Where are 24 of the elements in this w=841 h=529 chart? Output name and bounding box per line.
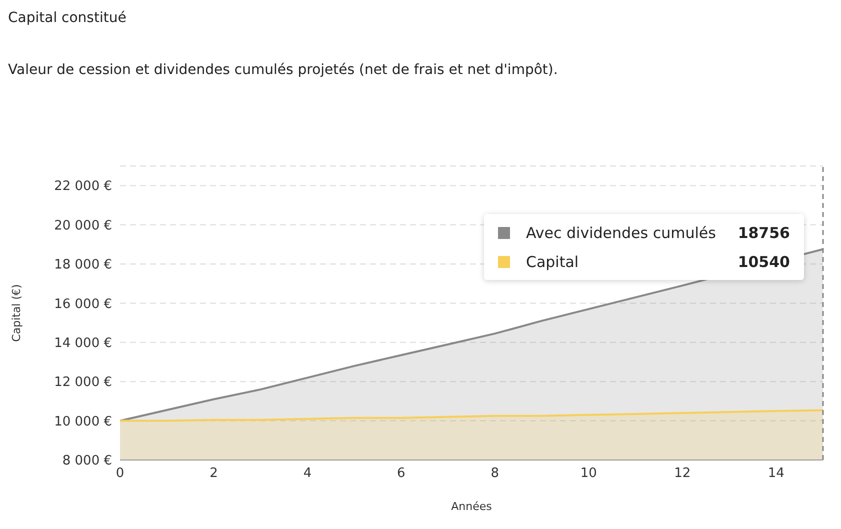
legend-label: Capital: [526, 252, 580, 270]
x-tick-label: 8: [490, 466, 500, 482]
x-tick-label: 12: [674, 466, 691, 482]
y-tick-label: 18 000 €: [54, 258, 112, 273]
x-tick-label: 0: [116, 466, 124, 482]
x-tick-label: 10: [580, 466, 597, 482]
y-tick-label: 16 000 €: [54, 296, 112, 312]
y-tick-label: 12 000 €: [54, 375, 112, 390]
annotation: 10540: [738, 252, 790, 270]
y-axis-title: Capital (€): [10, 284, 23, 342]
y-tick-label: 22 000 €: [54, 179, 112, 194]
y-tick-label: 10 000 €: [54, 414, 112, 430]
x-axis-title: Années: [451, 500, 492, 513]
y-tick-label: 20 000 €: [54, 218, 112, 234]
x-tick-label: 6: [397, 466, 406, 482]
x-tick-label: 2: [210, 466, 218, 482]
chart-subtitle: Valeur de cession et dividendes cumulés projetés (net de frais et net d'impôt).: [8, 62, 559, 78]
x-tick-label: 14: [768, 466, 784, 482]
chart-title: Capital constitué: [8, 10, 128, 26]
y-tick-label: 14 000 €: [54, 336, 112, 352]
x-tick-label: 4: [303, 466, 312, 482]
y-tick-label: 8 000 €: [62, 454, 112, 469]
legend-label: Avec dividendes cumulés: [526, 224, 717, 242]
annotation: 18756: [738, 224, 790, 242]
